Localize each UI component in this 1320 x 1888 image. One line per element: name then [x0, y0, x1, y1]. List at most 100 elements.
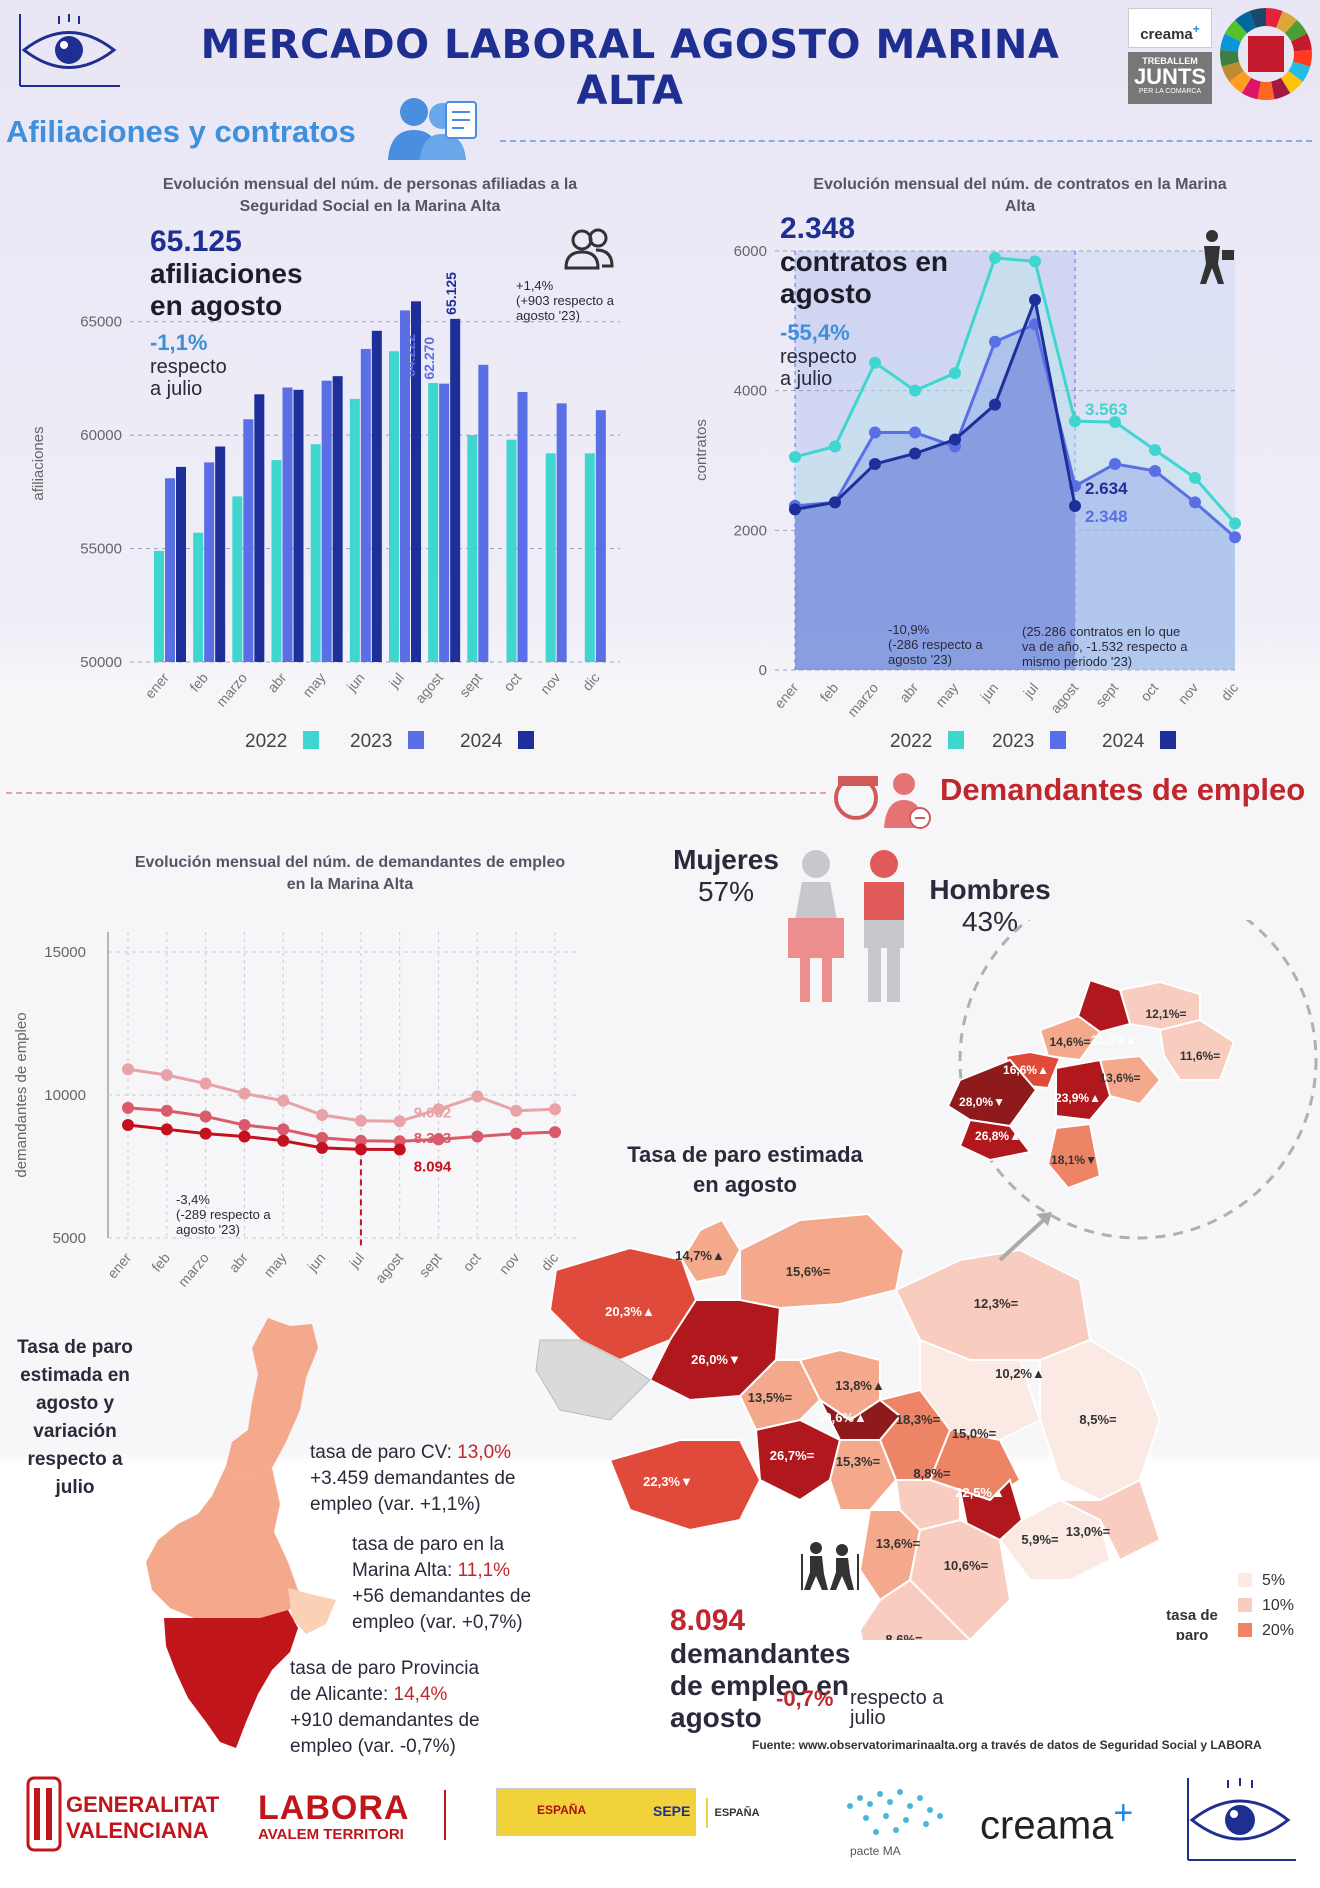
- gva-logo: GENERALITAT VALENCIANA: [24, 1772, 224, 1862]
- x-tick-label: sept: [456, 670, 485, 701]
- y-tick-label: 15000: [44, 944, 86, 961]
- point-2023: [869, 426, 881, 439]
- x-tick-label: marzo: [844, 679, 881, 719]
- line-2024: [794, 294, 1077, 511]
- point-2024: [122, 1119, 134, 1132]
- legend-label: 2024: [1102, 731, 1145, 752]
- municipality-label: 13,6%=: [876, 1536, 921, 1551]
- worker-icon: [1190, 228, 1238, 288]
- x-tick-label: dic: [579, 670, 603, 694]
- region-title-line6: julio: [55, 1477, 95, 1498]
- y-tick-label: 65000: [80, 314, 122, 331]
- map-legend-swatch: [1238, 1573, 1252, 1587]
- inset-arrow-head: [1036, 1212, 1052, 1226]
- municipality-label: 13,5%=: [748, 1390, 793, 1405]
- legend-swatch: [1050, 731, 1066, 749]
- point-2024: [909, 447, 921, 460]
- region-al-line3: +910 demandantes de: [290, 1710, 480, 1731]
- point-2024: [199, 1127, 212, 1140]
- value-label-2024-aug: 8.094: [414, 1159, 452, 1176]
- legend-swatch: [303, 731, 319, 749]
- x-tick-label: oct: [459, 1250, 483, 1275]
- contracts-headline: 2.348 contratos en agosto -55,4% respect…: [780, 212, 948, 390]
- line-2023: [794, 322, 1236, 539]
- region-cv-line1: tasa de paro CV: 13,0%: [310, 1440, 515, 1466]
- point-2022: [1109, 416, 1121, 429]
- jobseekers-chart-caption: Evolución mensual del núm. de demandante…: [90, 852, 610, 896]
- gva-line2: VALENCIANA: [66, 1818, 209, 1843]
- sdg-wheel: [1216, 4, 1316, 104]
- bar-2024: [293, 389, 304, 662]
- bar-2024: [450, 318, 461, 662]
- region-ma-line1: tasa de paro en la: [352, 1534, 505, 1555]
- point-2024: [393, 1143, 406, 1156]
- map-title: Tasa de paro estimada en agosto: [600, 1140, 890, 1200]
- map-title-line1: Tasa de paro estimada: [627, 1142, 863, 1167]
- region-ma-line3: +56 demandantes de: [352, 1586, 532, 1607]
- inset-municipality-label: 13,6%=: [1099, 1071, 1140, 1085]
- value-label-2024-jul: 64.222: [402, 334, 418, 377]
- creama-text: creama: [980, 1803, 1114, 1848]
- contracts-change-pct: -55,4%: [780, 320, 850, 345]
- x-tick-label: abr: [896, 679, 921, 705]
- observatory-footer-logo: [1180, 1774, 1300, 1864]
- x-tick-label: may: [932, 680, 961, 711]
- jobseekers-note-line3: agosto '23): [176, 1222, 240, 1237]
- sdg-center: [1248, 36, 1284, 72]
- point-2023: [909, 426, 921, 439]
- point-2022: [909, 384, 921, 397]
- shade-remaining: [1075, 250, 1235, 670]
- sepe-text: SEPE: [653, 1803, 691, 1819]
- inset-municipality: [1055, 1058, 1112, 1122]
- x-tick-label: sept: [1092, 680, 1121, 711]
- x-tick-label: abr: [225, 1249, 250, 1275]
- sdg-segment: [1249, 8, 1266, 28]
- line-2022: [127, 1067, 556, 1123]
- municipality: [608, 1439, 762, 1532]
- jobseekers-note-line2: (-289 respecto a: [176, 1207, 271, 1222]
- region-title-line4: variación: [33, 1421, 117, 1442]
- region-title-line3: agosto y: [35, 1393, 115, 1414]
- affiliations-change-line2: a julio: [150, 378, 203, 400]
- region-al-line1: tasa de paro Provincia: [290, 1658, 480, 1679]
- map-change-text: respecto a julio: [850, 1688, 943, 1728]
- region-title: Tasa de paro estimada en agosto y variac…: [8, 1334, 142, 1502]
- region-cv-line2: +3.459 demandantes de: [310, 1468, 516, 1489]
- people-contracts-icon: [380, 94, 490, 164]
- contracts-caption-line1: Evolución mensual del núm. de contratos …: [813, 176, 1227, 193]
- x-tick-label: nov: [1175, 680, 1202, 708]
- region-al-prefix: de Alicante:: [290, 1684, 394, 1705]
- x-tick-label: may: [299, 670, 328, 701]
- sdg-segment: [1271, 77, 1291, 100]
- affiliations-caption-line1: Evolución mensual del núm. de personas a…: [162, 176, 578, 193]
- region-cv-stat: tasa de paro CV: 13,0% +3.459 demandante…: [310, 1440, 515, 1518]
- section-divider-jobseekers: [6, 792, 826, 794]
- inset-municipality-label: 28,0%▼: [959, 1095, 1005, 1109]
- point-2023: [549, 1126, 561, 1139]
- y-tick-label: 50000: [80, 654, 122, 671]
- map-big-line1: demandantes: [670, 1638, 851, 1669]
- map-legend-label: 5%: [1262, 1572, 1285, 1589]
- line-2024: [127, 1123, 400, 1152]
- section-title-jobseekers: Demandantes de empleo: [940, 772, 1306, 807]
- area-2023: [795, 324, 1235, 670]
- region-valencia: [146, 1466, 312, 1618]
- x-tick-label: oct: [500, 670, 524, 695]
- point-2023: [199, 1110, 212, 1123]
- x-tick-label: abr: [264, 669, 289, 695]
- bar-2024: [332, 376, 343, 662]
- bar-2023: [204, 462, 215, 662]
- contracts-note2-line1: (25.286 contratos en lo que: [1022, 624, 1181, 639]
- map-legend-title-line1: tasa de: [1166, 1607, 1218, 1624]
- point-2024: [316, 1141, 329, 1154]
- municipality-label: 8,5%=: [1079, 1412, 1117, 1427]
- municipality-label: 26,0%▼: [691, 1352, 741, 1367]
- point-2023: [393, 1135, 406, 1148]
- municipality-label: 10,6%=: [944, 1558, 989, 1573]
- bar-2022: [154, 550, 164, 662]
- labora-sub: AVALEM TERRITORI: [258, 1826, 404, 1843]
- point-2024: [789, 503, 801, 516]
- map-big-line2: de empleo en: [670, 1670, 849, 1701]
- users-icon: [562, 226, 616, 272]
- point-2023: [1189, 496, 1201, 509]
